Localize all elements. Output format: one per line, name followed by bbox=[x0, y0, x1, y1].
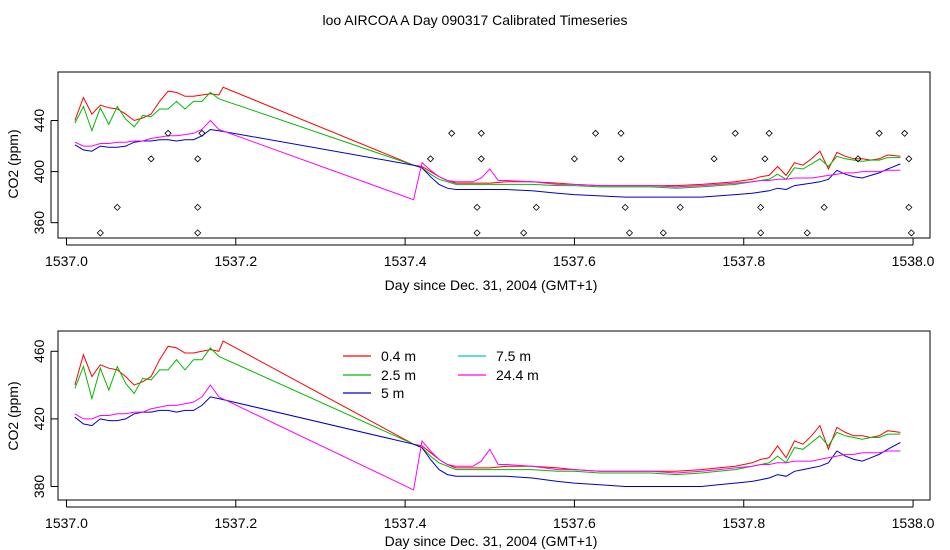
y-axis-label-top: CO2 (ppm) bbox=[5, 129, 21, 198]
x-tick-label: 1537.4 bbox=[384, 515, 427, 531]
y-tick-label: 380 bbox=[31, 475, 47, 499]
diamond-marker bbox=[905, 203, 913, 211]
legend-label: 2.5 m bbox=[381, 367, 416, 383]
x-tick-label: 1537.0 bbox=[45, 253, 88, 269]
diamond-marker bbox=[532, 203, 540, 211]
diamond-marker bbox=[710, 155, 718, 163]
x-tick-label: 1538.0 bbox=[892, 253, 935, 269]
series-line-24-4-m bbox=[74, 119, 901, 201]
diamond-marker bbox=[96, 229, 104, 237]
diamond-marker bbox=[820, 203, 828, 211]
diamond-marker bbox=[147, 155, 155, 163]
chart-title: loo AIRCOA A Day 090317 Calibrated Times… bbox=[322, 12, 627, 28]
diamond-marker bbox=[198, 129, 206, 137]
diamond-marker bbox=[676, 203, 684, 211]
diamond-marker bbox=[617, 129, 625, 137]
legend: 0.4 m 2.5 m 5 m 7.5 m 24.4 m bbox=[343, 348, 539, 401]
x-tick-label: 1537.6 bbox=[553, 253, 596, 269]
series-line-0-4-m bbox=[74, 340, 901, 472]
x-tick-label: 1537.2 bbox=[214, 253, 257, 269]
diamond-marker bbox=[761, 155, 769, 163]
diamond-marker bbox=[194, 229, 202, 237]
diamond-marker bbox=[757, 203, 765, 211]
y-axis-label-bottom: CO2 (ppm) bbox=[5, 381, 21, 450]
diamond-marker bbox=[570, 155, 578, 163]
series-line-5-m bbox=[74, 128, 901, 198]
x-tick-label: 1537.4 bbox=[384, 253, 427, 269]
legend-label: 0.4 m bbox=[381, 348, 416, 364]
x-tick-label: 1538.0 bbox=[892, 515, 935, 531]
diamond-marker bbox=[473, 203, 481, 211]
series-line-24-4-m bbox=[74, 384, 901, 491]
diamond-marker bbox=[477, 155, 485, 163]
diamond-marker bbox=[901, 129, 909, 137]
diamond-marker bbox=[113, 203, 121, 211]
diamond-marker bbox=[448, 129, 456, 137]
diamond-marker bbox=[757, 229, 765, 237]
diamond-marker bbox=[875, 129, 883, 137]
y-tick-label: 400 bbox=[31, 160, 47, 184]
x-axis-label-top: Day since Dec. 31, 2004 (GMT+1) bbox=[385, 277, 598, 293]
series-line-2-5-m bbox=[74, 91, 901, 189]
diamond-marker bbox=[905, 155, 913, 163]
diamond-marker bbox=[520, 229, 528, 237]
x-tick-label: 1537.0 bbox=[45, 515, 88, 531]
series-line-2-5-m bbox=[74, 347, 901, 476]
series-line-5-m bbox=[74, 396, 901, 487]
diamond-marker bbox=[194, 203, 202, 211]
diamond-marker bbox=[765, 129, 773, 137]
y-tick-label: 440 bbox=[31, 109, 47, 133]
legend-label: 5 m bbox=[381, 385, 404, 401]
diamond-marker bbox=[592, 129, 600, 137]
plot-area-bottom bbox=[57, 330, 931, 501]
diamond-marker bbox=[194, 155, 202, 163]
diamond-marker bbox=[426, 155, 435, 163]
diamond-marker bbox=[659, 229, 667, 237]
x-tick-label: 1537.2 bbox=[214, 515, 257, 531]
diamond-marker bbox=[164, 129, 172, 137]
x-tick-label: 1537.8 bbox=[722, 253, 765, 269]
legend-label: 7.5 m bbox=[496, 348, 531, 364]
y-tick-label: 360 bbox=[31, 211, 47, 235]
series-line-0-4-m bbox=[74, 86, 901, 187]
diamond-marker bbox=[854, 155, 862, 163]
y-tick-label: 460 bbox=[31, 339, 47, 363]
diamond-marker bbox=[625, 229, 634, 237]
legend-label: 24.4 m bbox=[496, 367, 539, 383]
x-tick-label: 1537.8 bbox=[722, 515, 765, 531]
diamond-marker bbox=[731, 129, 739, 137]
diamond-marker bbox=[477, 129, 485, 137]
x-axis-label-bottom: Day since Dec. 31, 2004 (GMT+1) bbox=[385, 533, 598, 549]
diamond-marker bbox=[473, 229, 481, 237]
diamond-marker bbox=[617, 155, 625, 163]
diamond-marker bbox=[907, 229, 915, 237]
x-tick-label: 1537.6 bbox=[553, 515, 596, 531]
plot-area-top bbox=[57, 71, 931, 239]
diamond-marker bbox=[803, 229, 811, 237]
y-tick-label: 420 bbox=[31, 407, 47, 431]
diamond-marker bbox=[621, 203, 629, 211]
